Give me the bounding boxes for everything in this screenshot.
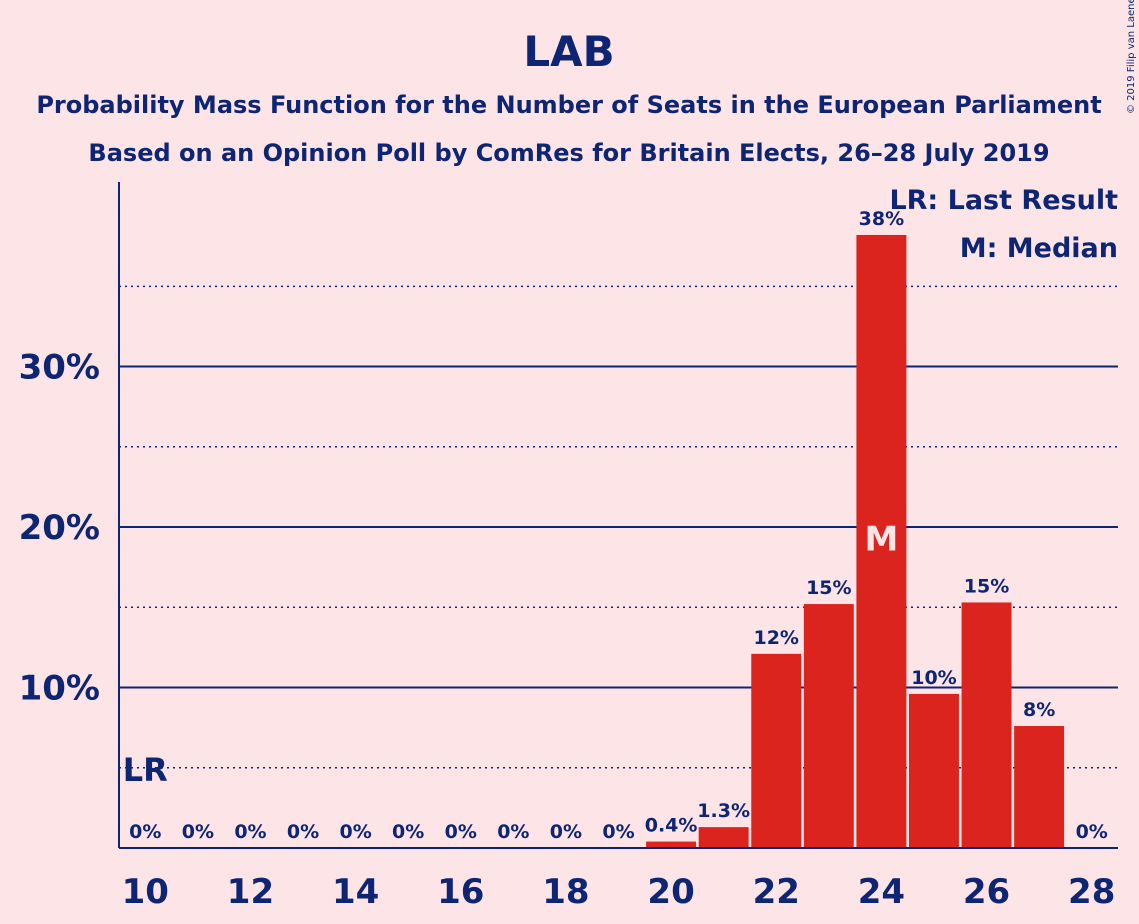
data-label: 0% <box>287 821 319 843</box>
data-label: 1.3% <box>697 800 750 822</box>
legend-last-result: LR: Last Result <box>889 185 1118 216</box>
bar <box>698 827 749 848</box>
data-label: 0% <box>445 821 477 843</box>
data-label: 0% <box>602 821 634 843</box>
x-tick-label: 28 <box>1068 872 1115 912</box>
data-label: 0% <box>129 821 161 843</box>
y-tick-label: 10% <box>19 669 100 709</box>
copyright-note: © 2019 Filip van Laenen <box>1126 0 1137 114</box>
bar <box>803 604 854 848</box>
x-tick-label: 20 <box>647 872 694 912</box>
bar <box>1014 726 1065 848</box>
data-label: 10% <box>911 667 956 689</box>
data-label: 38% <box>859 208 904 230</box>
x-tick-label: 18 <box>542 872 589 912</box>
data-label: 0% <box>392 821 424 843</box>
data-label: 0.4% <box>645 815 698 837</box>
x-tick-label: 10 <box>122 872 169 912</box>
data-label: 8% <box>1023 699 1055 721</box>
chart-title: LAB <box>523 27 614 76</box>
markers: LR M <box>123 519 899 788</box>
axes <box>118 182 1118 849</box>
median-marker: M <box>864 519 898 559</box>
bar <box>856 234 907 848</box>
x-tick-label: 14 <box>332 872 379 912</box>
bar <box>908 693 959 848</box>
bar <box>961 602 1012 848</box>
y-tick-label: 30% <box>19 348 100 388</box>
chart-subtitle-1: Probability Mass Function for the Number… <box>36 91 1101 119</box>
data-labels: 0% 0% 0% 0% 0% 0% 0% 0% 0% 0% 0.4%1.3% 12% 15% 38% 10%… <box>129 208 1108 843</box>
tick-labels: 10% 20% 30% 10 12 14 16 18 20 22 24 26 28 <box>19 348 1116 912</box>
data-label: 0% <box>550 821 582 843</box>
x-tick-label: 16 <box>437 872 484 912</box>
x-tick-label: 12 <box>227 872 274 912</box>
y-tick-label: 20% <box>19 508 100 548</box>
data-label: 0% <box>1076 821 1108 843</box>
bar <box>751 653 802 848</box>
data-label: 0% <box>497 821 529 843</box>
last-result-marker: LR <box>123 751 168 789</box>
data-label: 15% <box>806 577 851 599</box>
x-tick-label: 26 <box>963 872 1010 912</box>
data-label: 15% <box>964 575 1009 597</box>
chart-subtitle-2: Based on an Opinion Poll by ComRes for B… <box>88 139 1049 167</box>
data-label: 0% <box>234 821 266 843</box>
x-tick-label: 22 <box>753 872 800 912</box>
bars <box>646 234 1065 848</box>
data-label: 12% <box>753 627 798 649</box>
data-label: 0% <box>339 821 371 843</box>
data-label: 0% <box>182 821 214 843</box>
gridlines <box>119 285 1118 769</box>
legend-median: M: Median <box>960 233 1118 264</box>
bar <box>646 841 697 848</box>
x-tick-label: 24 <box>858 872 905 912</box>
